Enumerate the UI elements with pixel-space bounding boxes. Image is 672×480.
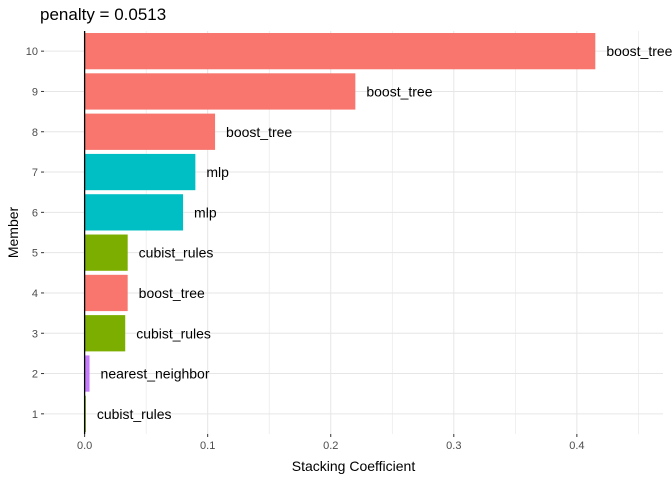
bar-label-member-9: boost_tree: [366, 83, 432, 99]
bars: [84, 33, 596, 432]
chart-title: penalty = 0.0513: [40, 5, 166, 24]
bar-member-9: [84, 73, 356, 110]
x-tick-label: 0.4: [569, 440, 584, 452]
y-tick-label: 4: [32, 288, 38, 300]
bar-label-member-10: boost_tree: [606, 43, 672, 59]
x-tick-label: 0.1: [200, 440, 215, 452]
bar-label-member-2: nearest_neighbor: [101, 366, 210, 382]
bar-label-member-3: cubist_rules: [136, 325, 211, 341]
y-tick-label: 7: [32, 167, 38, 179]
bar-member-10: [84, 33, 596, 70]
bar-member-5: [84, 234, 128, 271]
y-tick-label: 10: [26, 46, 38, 58]
y-tick-label: 6: [32, 207, 38, 219]
y-tick-label: 5: [32, 248, 38, 260]
y-tick-label: 9: [32, 86, 38, 98]
bar-label-member-4: boost_tree: [139, 285, 205, 301]
y-tick-label: 1: [32, 409, 38, 421]
y-axis-title: Member: [5, 206, 21, 258]
bar-label-member-5: cubist_rules: [139, 245, 214, 261]
bar-label-member-6: mlp: [194, 204, 217, 220]
x-tick-label: 0.2: [323, 440, 338, 452]
x-axis-title: Stacking Coefficient: [292, 458, 416, 474]
x-axis-ticks: 0.0 0.1 0.2 0.3 0.4: [77, 434, 585, 452]
bar-label-member-1: cubist_rules: [97, 406, 172, 422]
x-tick-label: 0.0: [77, 440, 92, 452]
y-tick-label: 2: [32, 369, 38, 381]
bar-member-8: [84, 113, 216, 150]
bar-member-2: [84, 355, 90, 392]
y-tick-label: 3: [32, 328, 38, 340]
y-tick-label: 8: [32, 127, 38, 139]
x-tick-label: 0.3: [446, 440, 461, 452]
bar-labels: cubist_rules nearest_neighbor cubist_rules…: [97, 43, 672, 422]
bar-member-3: [84, 315, 126, 352]
bar-member-6: [84, 194, 184, 231]
bar-label-member-8: boost_tree: [226, 124, 292, 140]
y-axis-ticks: 1 2 3 4 5 6 7 8 9 10: [26, 46, 44, 421]
bar-member-4: [84, 274, 128, 312]
bar-label-member-7: mlp: [206, 164, 229, 180]
bar-member-7: [84, 153, 196, 191]
